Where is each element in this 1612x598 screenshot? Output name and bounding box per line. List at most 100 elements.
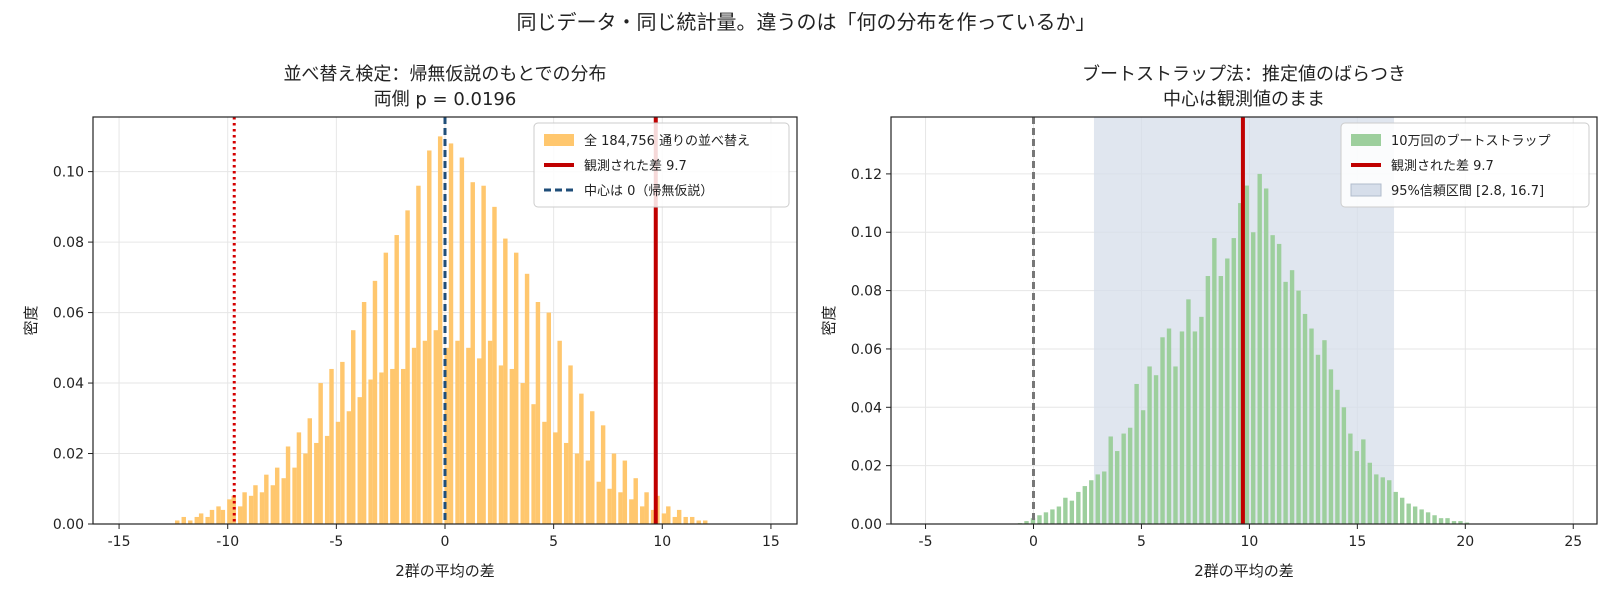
histogram-bar bbox=[383, 252, 389, 524]
histogram-bar bbox=[683, 516, 688, 524]
histogram-bar bbox=[1341, 407, 1347, 524]
histogram-bar bbox=[1322, 340, 1327, 524]
y-tick-label: 0.10 bbox=[53, 165, 84, 181]
y-axis-label: 密度 bbox=[820, 305, 838, 335]
histogram-bar bbox=[1458, 521, 1463, 524]
histogram-bar bbox=[622, 460, 628, 524]
histogram-bar bbox=[307, 418, 312, 524]
histogram-bar bbox=[1160, 337, 1165, 524]
histogram-bar bbox=[416, 185, 421, 524]
x-tick-label: 25 bbox=[1564, 534, 1582, 550]
x-tick-label: 10 bbox=[1240, 534, 1258, 550]
x-tick-label: 0 bbox=[441, 534, 450, 550]
histogram-bar bbox=[1283, 281, 1288, 524]
histogram-bar bbox=[1199, 316, 1204, 524]
histogram-bar bbox=[205, 516, 210, 524]
histogram-bar bbox=[1082, 486, 1088, 524]
histogram-bar bbox=[1302, 313, 1308, 524]
y-tick-label: 0.00 bbox=[53, 517, 84, 533]
histogram-bar bbox=[401, 368, 406, 524]
histogram-bar bbox=[590, 411, 595, 524]
y-tick-label: 0.04 bbox=[53, 376, 84, 392]
legend-box bbox=[533, 122, 790, 208]
histogram-bar bbox=[372, 280, 378, 524]
histogram-bar bbox=[242, 492, 247, 524]
histogram-bar bbox=[1205, 276, 1211, 524]
histogram-bar bbox=[357, 397, 362, 524]
histogram-bar bbox=[281, 478, 286, 524]
histogram-bar bbox=[1315, 354, 1321, 524]
histogram-bar bbox=[351, 330, 356, 524]
histogram-bar bbox=[405, 210, 410, 524]
histogram-bar bbox=[264, 474, 269, 524]
y-tick-label: 0.12 bbox=[851, 167, 882, 183]
histogram-bar bbox=[394, 235, 399, 525]
x-tick-label: -5 bbox=[919, 534, 933, 550]
histogram-bar bbox=[1374, 474, 1379, 524]
histogram-bar bbox=[292, 467, 297, 524]
histogram-bar bbox=[640, 506, 645, 524]
histogram-bar bbox=[629, 499, 634, 524]
histogram-bar bbox=[611, 453, 617, 524]
x-tick-label: 5 bbox=[549, 534, 558, 550]
y-tick-label: 0.08 bbox=[851, 284, 882, 300]
histogram-bar bbox=[248, 495, 254, 524]
x-tick-label: 15 bbox=[762, 534, 780, 550]
histogram-bar bbox=[676, 509, 682, 524]
histogram-bar bbox=[1192, 331, 1198, 524]
histogram-bar bbox=[1464, 522, 1470, 524]
chart-title: 並べ替え検定：帰無仮説のもとでの分布 bbox=[283, 64, 606, 85]
histogram-bar bbox=[175, 520, 180, 524]
histogram-bar bbox=[1050, 509, 1055, 524]
histogram-bar bbox=[1387, 480, 1392, 524]
histogram-bar bbox=[1030, 518, 1036, 524]
histogram-bar bbox=[1218, 276, 1224, 524]
histogram-bar bbox=[1102, 471, 1107, 524]
plot-frame bbox=[890, 116, 1598, 525]
histogram-bar bbox=[433, 330, 439, 524]
x-axis-label: 2群の平均の差 bbox=[395, 562, 495, 580]
histogram-bar bbox=[314, 442, 319, 524]
histogram-bar bbox=[481, 185, 486, 524]
histogram-bar bbox=[329, 368, 334, 524]
histogram-bar bbox=[579, 393, 584, 524]
histogram-bar bbox=[666, 506, 671, 524]
x-tick-label: 20 bbox=[1456, 534, 1474, 550]
histogram-bar bbox=[1419, 509, 1424, 524]
histogram-bar bbox=[1244, 185, 1249, 524]
histogram-bar bbox=[296, 432, 302, 524]
histogram-bar bbox=[1438, 518, 1444, 524]
histogram-bar bbox=[1153, 375, 1159, 524]
legend-swatch bbox=[1350, 183, 1382, 197]
histogram-bar bbox=[285, 446, 291, 524]
histogram-bar bbox=[600, 425, 606, 524]
histogram-bar bbox=[1069, 500, 1075, 524]
histogram-bar bbox=[1140, 410, 1146, 524]
histogram-bar bbox=[220, 509, 226, 524]
x-tick-label: -15 bbox=[108, 534, 131, 550]
histogram-bar bbox=[318, 383, 323, 524]
histogram-bar bbox=[444, 347, 449, 524]
histogram-bar bbox=[1212, 238, 1217, 524]
histogram-bar bbox=[1166, 328, 1172, 524]
histogram-bar bbox=[513, 252, 519, 524]
histogram-bar bbox=[1114, 451, 1120, 524]
histogram-bar bbox=[1024, 521, 1029, 524]
histogram-bar bbox=[411, 347, 417, 524]
histogram-bar bbox=[1056, 506, 1062, 524]
chart-subtitle: 両側 p = 0.0196 bbox=[374, 89, 517, 110]
histogram-bar bbox=[503, 238, 508, 525]
y-tick-label: 0.00 bbox=[851, 517, 882, 533]
histogram-bar bbox=[390, 368, 395, 524]
histogram-bar bbox=[509, 368, 515, 524]
legend-box bbox=[1340, 122, 1590, 208]
histogram-bar bbox=[1367, 462, 1373, 524]
histogram-bar bbox=[1186, 299, 1191, 524]
histogram-bar bbox=[1076, 491, 1081, 524]
histogram-bar bbox=[487, 340, 493, 524]
histogram-bar bbox=[437, 136, 443, 524]
histogram-bar bbox=[227, 499, 232, 524]
